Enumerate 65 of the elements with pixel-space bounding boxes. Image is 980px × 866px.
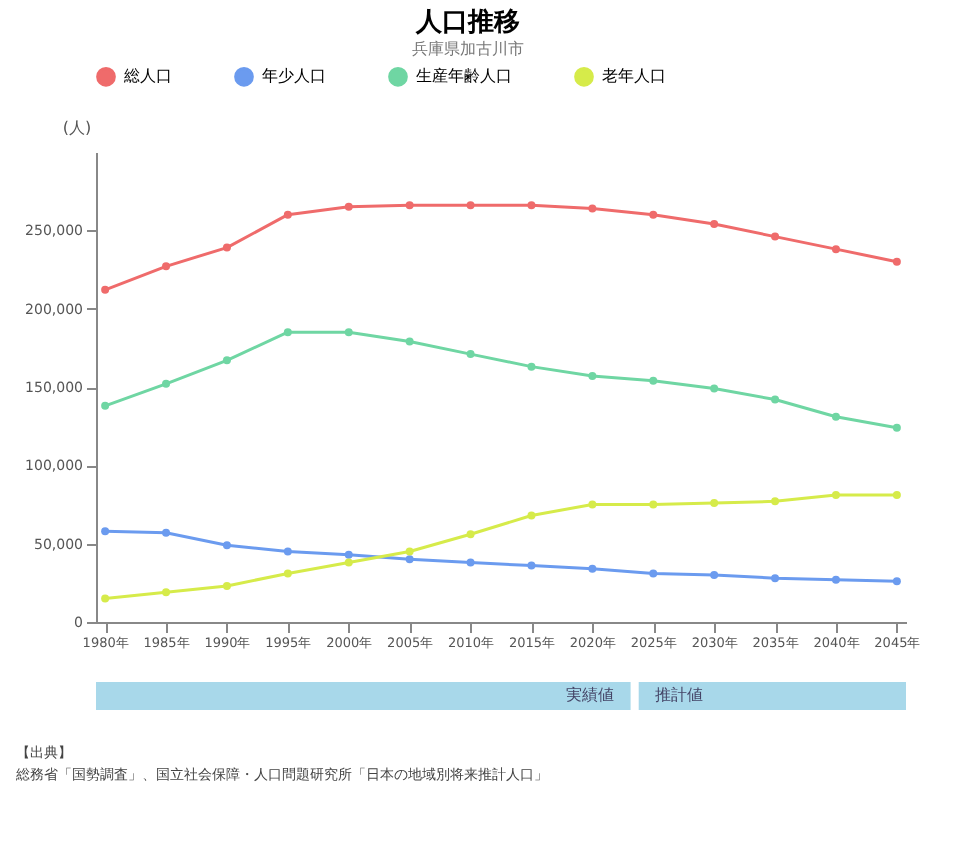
point xyxy=(222,356,231,365)
point xyxy=(466,558,475,567)
point xyxy=(344,558,353,567)
point xyxy=(222,581,231,590)
point xyxy=(405,555,414,564)
point xyxy=(831,575,840,584)
point xyxy=(283,328,292,337)
point xyxy=(771,574,780,583)
point xyxy=(771,232,780,241)
point xyxy=(405,547,414,556)
point xyxy=(527,201,536,210)
point xyxy=(892,577,901,586)
point xyxy=(344,202,353,211)
point xyxy=(344,328,353,337)
point xyxy=(405,201,414,210)
point xyxy=(466,201,475,210)
point xyxy=(649,500,658,509)
point xyxy=(588,500,597,509)
point xyxy=(831,412,840,421)
point xyxy=(283,569,292,578)
point xyxy=(162,379,171,388)
point xyxy=(649,210,658,219)
point xyxy=(101,527,110,536)
point xyxy=(101,594,110,603)
point xyxy=(831,245,840,254)
chart-subtitle: 兵庫県加古川市 xyxy=(412,40,525,58)
point xyxy=(892,423,901,432)
chart-title: 人口推移 xyxy=(414,8,521,38)
legend-label: 年少人口 xyxy=(262,66,326,85)
point xyxy=(710,384,719,393)
point xyxy=(710,571,719,579)
point xyxy=(892,257,901,266)
point xyxy=(405,337,414,346)
point xyxy=(527,561,536,570)
point xyxy=(527,362,536,371)
y-axis-title: (人) xyxy=(62,119,92,137)
point xyxy=(283,547,292,556)
point xyxy=(222,541,231,550)
text: 推計値 xyxy=(654,686,703,704)
point xyxy=(831,491,840,500)
legend-label: 生産年齢人口 xyxy=(416,66,512,85)
point xyxy=(588,204,597,213)
point xyxy=(527,511,536,520)
point xyxy=(649,376,658,385)
point xyxy=(649,569,658,578)
point xyxy=(771,395,780,404)
legend-label: 総人口 xyxy=(122,66,172,85)
point xyxy=(162,262,171,271)
point xyxy=(892,491,901,500)
point xyxy=(283,210,292,219)
point xyxy=(101,285,110,294)
point xyxy=(162,528,171,537)
point xyxy=(162,588,171,597)
point xyxy=(771,497,780,506)
point xyxy=(588,564,597,573)
point xyxy=(466,530,475,539)
legend-label: 老年人口 xyxy=(602,66,666,85)
point xyxy=(101,401,110,410)
text: 実績値 xyxy=(566,686,615,704)
point xyxy=(466,350,475,359)
point xyxy=(222,243,231,252)
point xyxy=(344,550,353,559)
point xyxy=(588,372,597,381)
point xyxy=(710,498,719,507)
point xyxy=(710,220,719,229)
